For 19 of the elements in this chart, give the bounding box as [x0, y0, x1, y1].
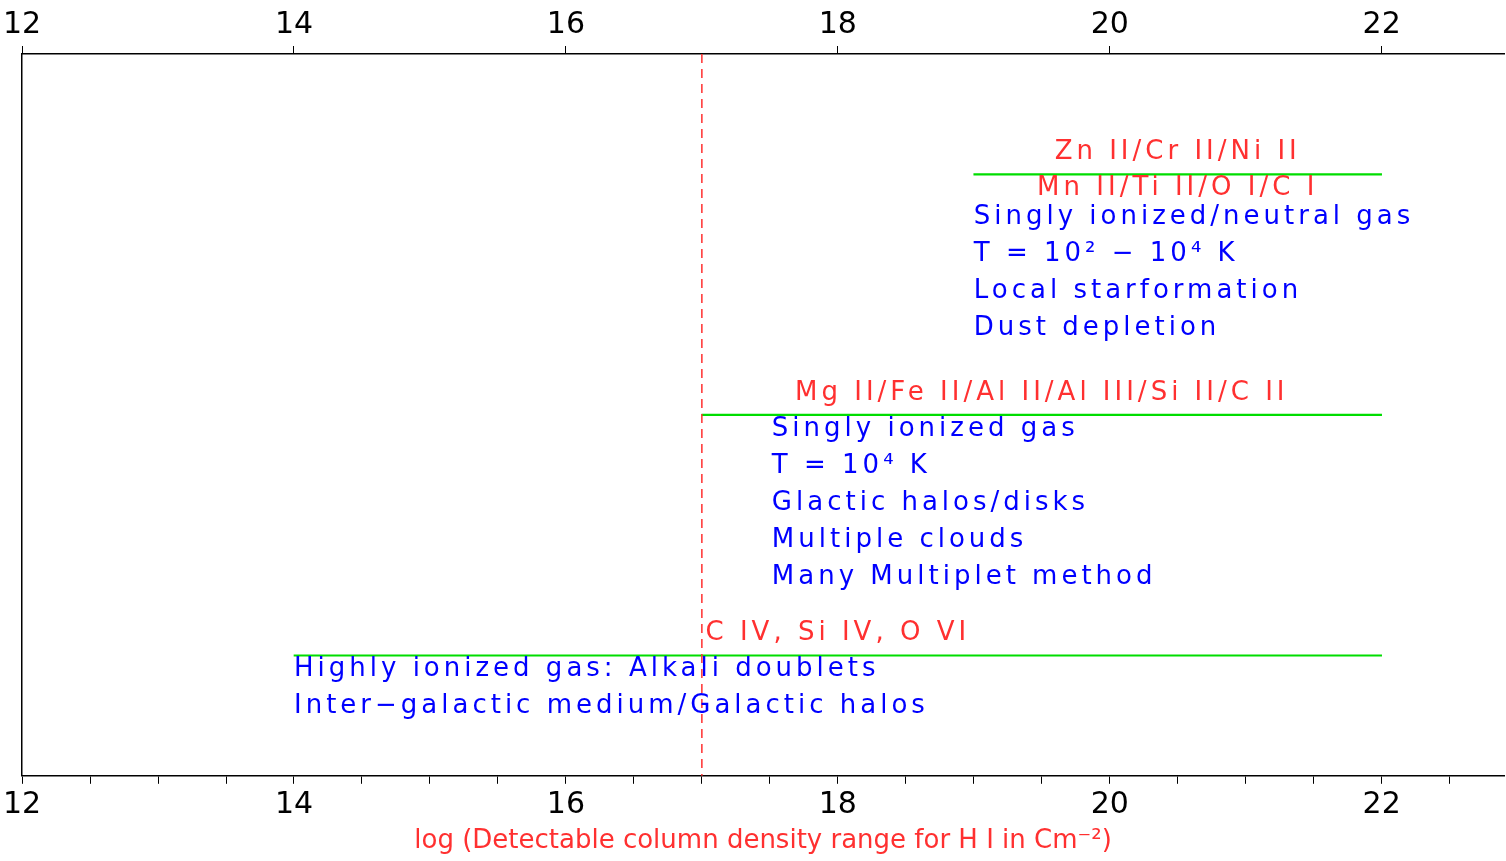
annotation: Highly ionized gas: Alkali doublets Inter−galactic medium/Galactic halos	[294, 652, 929, 720]
x-tick-label: 12	[2, 784, 42, 820]
x2-tick-label: 12	[2, 4, 42, 40]
x-tick-label: 16	[546, 784, 585, 820]
x2-tick-label: 20	[1090, 4, 1129, 40]
annotation: Singly ionized/neutral gas T = 10² − 10⁴ K Local starformation Dust depletion	[972, 200, 1415, 342]
annotation: Singly ionized gas T = 10⁴ K Glactic halos/disks Multiple clouds Many Multiplet method	[770, 411, 1157, 590]
x-tick-label: 22	[1362, 784, 1401, 820]
x-tick-label: 18	[818, 784, 857, 820]
y-tick-label: C IV, Si IV, O VI	[705, 616, 971, 647]
x2-tick-label: 14	[274, 4, 314, 40]
x-tick-label: 14	[274, 784, 314, 820]
x2-tick-label: 22	[1362, 4, 1401, 40]
x-tick-label: 20	[1090, 784, 1129, 820]
x2-tick-label: 16	[546, 4, 585, 40]
x-axis-title: log (Detectable column density range for H I in Cm⁻²)	[414, 824, 1112, 855]
x2-tick-label: 18	[818, 4, 857, 40]
y-tick-label: Mg II/Fe II/Al II/Al III/Si II/C II	[795, 375, 1289, 406]
y-tick-label: Zn II/Cr II/Ni II Mn II/Ti II/O I/C I	[1037, 135, 1319, 202]
